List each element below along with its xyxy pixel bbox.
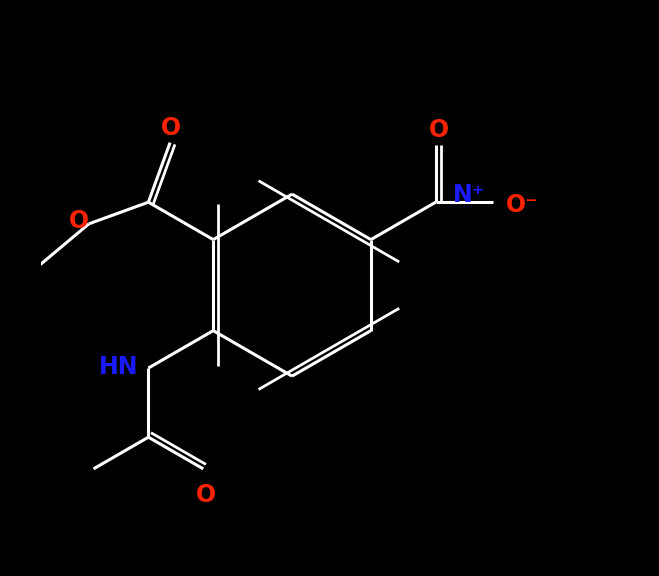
Text: N⁺: N⁺ (453, 183, 485, 207)
Text: O: O (196, 483, 216, 507)
Text: HN: HN (99, 355, 138, 379)
Text: O: O (428, 118, 449, 142)
Text: O: O (69, 209, 88, 233)
Text: O⁻: O⁻ (506, 193, 538, 217)
Text: O: O (161, 116, 181, 140)
